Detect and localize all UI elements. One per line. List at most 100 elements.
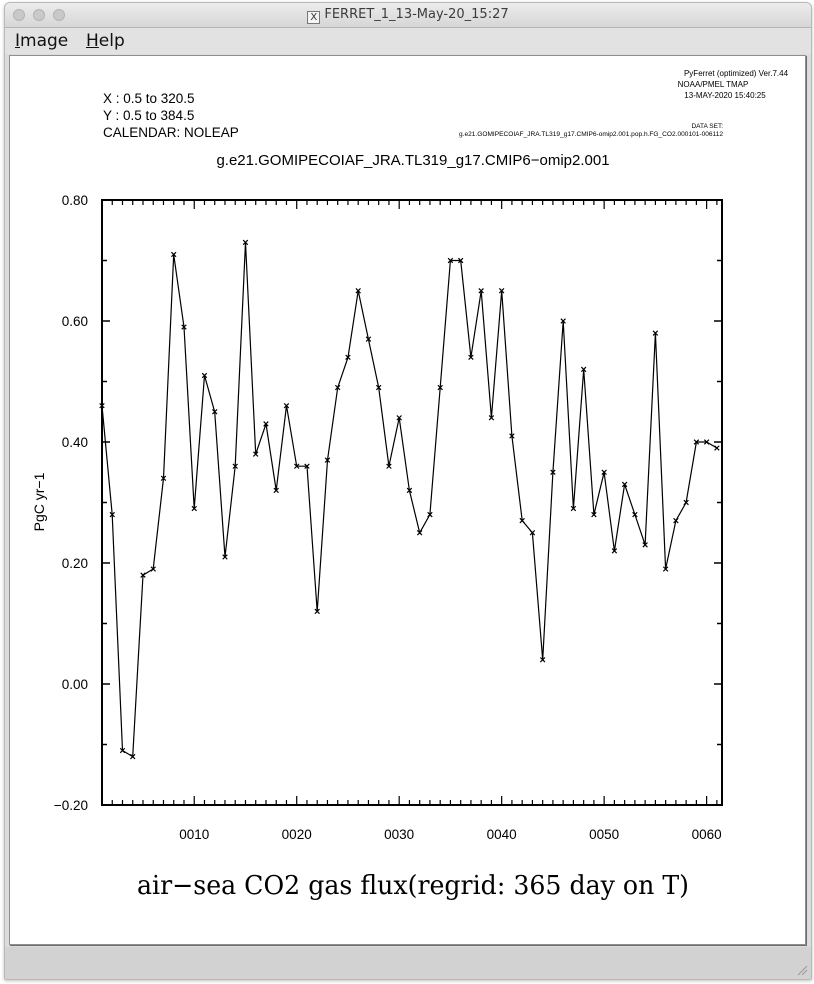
data-point-marker: [406, 487, 413, 494]
data-point-marker: [519, 517, 525, 524]
data-point-marker: [437, 384, 443, 391]
x-tick-label: 0030: [384, 827, 414, 842]
close-window-button[interactable]: [13, 9, 25, 21]
x-axis-label: air−sea CO2 gas flux(regrid: 365 day on …: [137, 871, 689, 901]
data-point-marker: [334, 384, 341, 391]
header-dataset-label: DATA SET:: [691, 123, 723, 130]
menu-image-mnemonic: I: [15, 31, 21, 51]
data-point-marker: [140, 572, 146, 578]
data-point-marker: [375, 384, 382, 391]
title-bar[interactable]: X FERRET_1_13-May-20_15:27: [5, 3, 811, 28]
data-point-marker: [529, 530, 536, 536]
data-point-marker: [160, 475, 167, 482]
plot-canvas[interactable]: X : 0.5 to 320.5 Y : 0.5 to 384.5 CALEND…: [9, 55, 806, 945]
menu-help-label-rest: elp: [98, 31, 125, 51]
data-point-marker: [416, 530, 423, 536]
plot-svg: X : 0.5 to 320.5 Y : 0.5 to 384.5 CALEND…: [31, 69, 789, 901]
data-point-marker: [181, 324, 187, 330]
data-point-marker: [314, 608, 320, 615]
data-point-marker: [498, 288, 505, 294]
data-point-marker: [324, 457, 331, 463]
y-tick-label: 0.20: [62, 556, 88, 571]
data-point-marker: [478, 288, 484, 294]
data-point-marker: [488, 415, 495, 421]
data-point-marker: [693, 439, 700, 445]
data-point-marker: [539, 657, 546, 663]
x-tick-label: 0050: [589, 827, 619, 842]
data-point-marker: [396, 415, 402, 421]
data-point-marker: [119, 747, 126, 754]
header-calendar: CALENDAR: NOLEAP: [103, 125, 239, 140]
data-point-marker: [283, 402, 290, 409]
menu-bar: Image Help: [5, 28, 811, 54]
data-point-marker: [171, 251, 177, 258]
x11-app-icon: X: [307, 11, 321, 24]
data-point-marker: [642, 542, 648, 548]
header-dataset-file: g.e21.GOMIPECOIAF_JRA.TL319_g17.CMIP6-om…: [459, 132, 724, 138]
data-point-marker: [570, 505, 577, 512]
y-axis: 0.80 0.60 0.40 0.20 0.00 −0.20: [54, 193, 722, 813]
data-point-marker: [714, 445, 720, 451]
header-timestamp: 13-MAY-2020 15:40:25: [684, 91, 766, 100]
x-tick-label: 0040: [487, 827, 517, 842]
zoom-window-button[interactable]: [53, 9, 65, 21]
data-point-marker: [263, 421, 269, 427]
data-point-marker: [683, 499, 689, 506]
menu-help[interactable]: Help: [86, 31, 125, 51]
data-point-marker: [242, 239, 249, 246]
resize-grip-icon[interactable]: [796, 964, 808, 976]
x-tick-label: 0010: [179, 827, 209, 842]
data-point-marker: [560, 318, 566, 324]
menu-image-label-rest: mage: [20, 31, 69, 51]
y-tick-label: 0.60: [62, 314, 88, 329]
app-window: X FERRET_1_13-May-20_15:27 Image Help X :…: [4, 2, 812, 980]
minimize-window-button[interactable]: [33, 9, 45, 21]
menu-image[interactable]: Image: [15, 31, 68, 51]
window-title-group: X FERRET_1_13-May-20_15:27: [5, 7, 811, 24]
data-point-marker: [252, 451, 259, 457]
y-axis-label: PgC yr−1: [31, 472, 47, 531]
data-point-marker: [99, 402, 105, 409]
data-point-marker: [509, 433, 515, 439]
data-point-marker: [468, 354, 474, 361]
data-point-marker: [652, 330, 659, 336]
data-point-marker: [222, 554, 228, 560]
x-tick-label: 0020: [282, 827, 312, 842]
data-point-marker: [386, 463, 392, 469]
header-software: PyFerret (optimized) Ver.7.44: [684, 69, 789, 78]
data-point-marker: [109, 511, 115, 518]
header-x-range: X : 0.5 to 320.5: [103, 91, 195, 106]
x-tick-label: 0060: [692, 827, 722, 842]
data-point-marker: [580, 366, 587, 373]
data-point-marker: [150, 566, 156, 572]
data-point-marker: [273, 487, 279, 494]
data-point-marker: [345, 354, 351, 361]
y-tick-label: 0.40: [62, 435, 88, 450]
data-point-marker: [591, 511, 597, 518]
data-point-marker: [201, 372, 208, 379]
data-point-marker: [293, 463, 300, 469]
data-point-marker: [212, 409, 218, 415]
data-point-marker: [662, 566, 669, 572]
x-axis: 0010 0020 0030 0040 0050 0060: [101, 200, 722, 842]
data-point-marker: [365, 336, 372, 342]
status-bar: [5, 947, 811, 979]
data-point-marker: [673, 517, 679, 524]
window-title: FERRET_1_13-May-20_15:27: [324, 7, 509, 22]
data-point-marker: [427, 511, 433, 518]
chart-title: g.e21.GOMIPECOIAF_JRA.TL319_g17.CMIP6−om…: [216, 152, 609, 169]
series-group: [99, 239, 720, 760]
data-point-marker: [611, 548, 618, 554]
data-point-marker: [550, 469, 556, 475]
header-y-range: Y : 0.5 to 384.5: [103, 108, 194, 123]
data-point-marker: [447, 257, 454, 264]
series-line: [101, 242, 718, 758]
header-org: NOAA/PMEL TMAP: [678, 80, 749, 89]
data-point-marker: [191, 505, 197, 512]
menu-help-mnemonic: H: [86, 31, 99, 51]
y-tick-label: 0.00: [62, 677, 88, 692]
y-tick-label: −0.20: [54, 798, 88, 813]
data-point-marker: [232, 463, 238, 469]
y-tick-label: 0.80: [62, 193, 88, 208]
data-point-marker: [621, 481, 628, 488]
